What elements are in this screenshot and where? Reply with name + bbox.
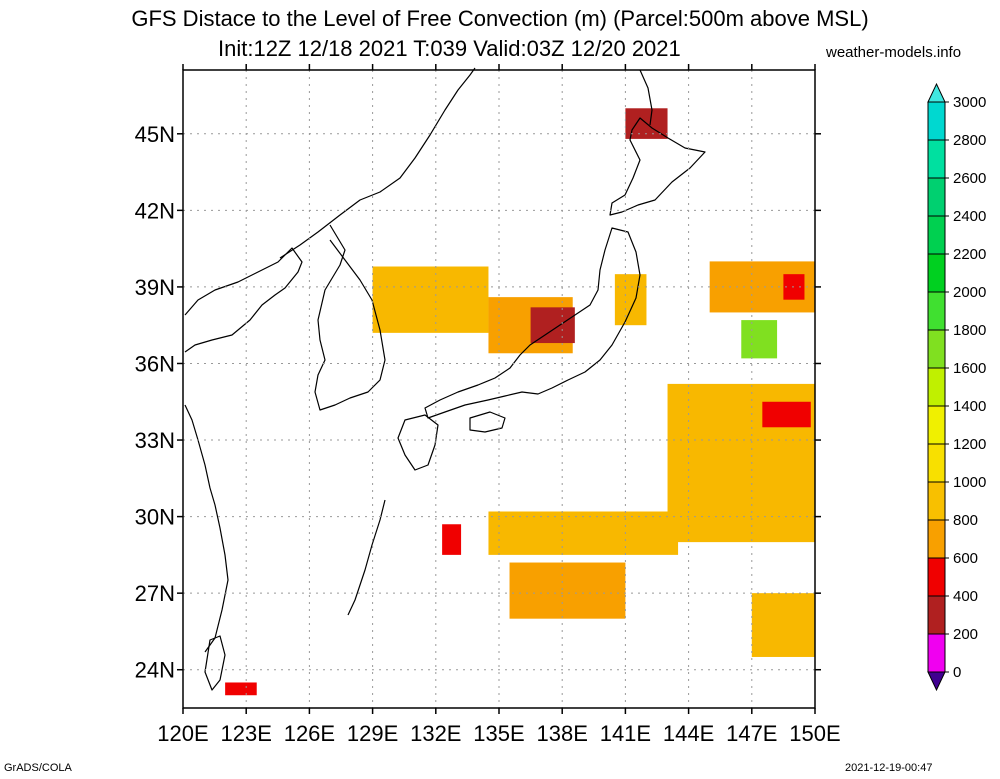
lat-label: 24N <box>135 658 175 683</box>
lfc-region-600 <box>225 682 257 696</box>
lon-label: 141E <box>600 721 651 746</box>
lat-label: 33N <box>135 428 175 453</box>
lfc-region-1000 <box>372 266 489 333</box>
colorbar-label: 1400 <box>953 398 986 415</box>
lon-label: 138E <box>537 721 588 746</box>
colorbar-swatch <box>927 443 946 483</box>
coastline-russia <box>279 67 476 259</box>
lon-label: 123E <box>221 721 272 746</box>
graticule <box>183 70 815 708</box>
lfc-region-1800 <box>741 320 778 359</box>
colorbar-label: 200 <box>953 626 978 643</box>
colorbar-label: 2800 <box>953 132 986 149</box>
lat-label: 27N <box>135 581 175 606</box>
colorbar-label: 2200 <box>953 246 986 263</box>
colorbar-max-arrow <box>927 82 946 103</box>
coastline-honshu <box>424 227 641 419</box>
coastline-korea <box>314 224 386 411</box>
footer-timestamp: 2021-12-19-00:47 <box>845 762 933 774</box>
coastline-china-north <box>184 247 303 353</box>
colorbar-swatch <box>927 633 946 673</box>
colorbar-swatch <box>927 253 946 293</box>
colorbar-swatch <box>927 595 946 635</box>
colorbar-swatch <box>927 367 946 407</box>
axis-ticks <box>177 64 821 714</box>
colorbar-label: 600 <box>953 550 978 567</box>
lon-label: 150E <box>789 721 840 746</box>
lfc-field-layer <box>225 108 815 696</box>
coastline-sakhalin <box>639 69 653 126</box>
lfc-region-1000 <box>614 274 647 326</box>
colorbar-swatch <box>927 101 946 141</box>
lfc-region-600 <box>762 401 811 428</box>
footer-software: GrADS/COLA <box>4 762 72 774</box>
lat-label: 39N <box>135 275 175 300</box>
colorbar-swatch <box>927 139 946 179</box>
lfc-region-1000 <box>488 511 679 555</box>
map-title: GFS Distace to the Level of Free Convect… <box>131 6 869 31</box>
longitude-labels: 120E 123E 126E 129E 132E 135E 138E 141E 144E 147E… <box>157 721 840 746</box>
map-subtitle: Init:12Z 12/18 2021 T:039 Valid:03Z 12/2… <box>218 36 681 61</box>
colorbar-label: 400 <box>953 588 978 605</box>
lat-label: 36N <box>135 351 175 376</box>
lfc-region-600 <box>442 524 462 555</box>
lat-label: 42N <box>135 198 175 223</box>
lat-label: 30N <box>135 505 175 530</box>
colorbar-label: 1200 <box>953 436 986 453</box>
colorbar-label: 2000 <box>953 284 986 301</box>
lat-label: 45N <box>135 122 175 147</box>
coastline-kyushu <box>397 414 439 471</box>
colorbar-swatch <box>927 329 946 369</box>
colorbar: 3000280026002400220020001800160014001200… <box>927 82 986 692</box>
colorbar-min-arrow <box>927 671 946 692</box>
site-credit: weather-models.info <box>826 44 962 61</box>
colorbar-swatch <box>927 557 946 597</box>
colorbar-swatch <box>927 291 946 331</box>
colorbar-label: 2400 <box>953 208 986 225</box>
lon-label: 132E <box>410 721 461 746</box>
colorbar-label: 0 <box>953 664 961 681</box>
colorbar-label: 1800 <box>953 322 986 339</box>
colorbar-swatch <box>927 519 946 559</box>
lon-label: 147E <box>726 721 777 746</box>
coastline-ryukyu <box>347 499 386 616</box>
colorbar-swatch <box>927 177 946 217</box>
lon-label: 120E <box>157 721 208 746</box>
lon-label: 129E <box>347 721 398 746</box>
lon-label: 135E <box>473 721 524 746</box>
colorbar-label: 2600 <box>953 170 986 187</box>
coastline-hokkaido <box>609 117 706 216</box>
coastline-taiwan <box>204 635 226 691</box>
colorbar-swatch <box>927 405 946 445</box>
coastline-shikoku <box>469 411 506 433</box>
lfc-region-800 <box>509 562 626 619</box>
colorbar-label: 1000 <box>953 474 986 491</box>
latitude-labels: 45N 42N 39N 36N 33N 30N 27N 24N <box>135 122 175 683</box>
coastline-layer <box>184 67 706 691</box>
colorbar-label: 800 <box>953 512 978 529</box>
colorbar-label: 3000 <box>953 94 986 111</box>
lfc-region-400 <box>530 307 575 344</box>
lfc-region-1000 <box>751 593 815 657</box>
lon-label: 126E <box>284 721 335 746</box>
coastline-china-east <box>184 404 229 653</box>
colorbar-swatch <box>927 481 946 521</box>
colorbar-label: 1600 <box>953 360 986 377</box>
colorbar-swatch <box>927 215 946 255</box>
lon-label: 144E <box>663 721 714 746</box>
